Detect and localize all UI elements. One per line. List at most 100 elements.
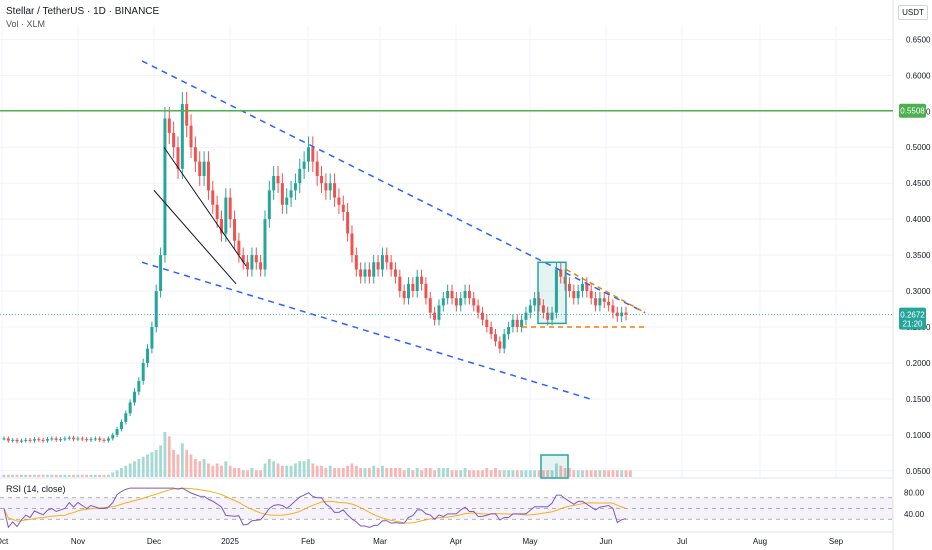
- y-tick-label: 0.4000: [906, 215, 931, 224]
- volume-bar: [211, 466, 214, 477]
- candle: [529, 305, 532, 312]
- volume-bar: [146, 455, 149, 478]
- candle: [585, 284, 588, 291]
- volume-bar: [107, 475, 110, 477]
- candle: [311, 147, 314, 161]
- candle: [342, 205, 345, 212]
- volume-bar: [333, 468, 336, 477]
- volume-bar: [94, 475, 97, 477]
- candle: [50, 438, 53, 439]
- volume-bar: [446, 468, 449, 477]
- candle: [307, 147, 310, 161]
- candle: [524, 313, 527, 320]
- volume-bar: [612, 470, 615, 477]
- volume-bar: [168, 437, 171, 478]
- highlight-box: [538, 262, 566, 323]
- candle: [285, 198, 288, 205]
- volume-bar: [50, 475, 53, 477]
- x-tick-label: Mar: [373, 537, 387, 546]
- volume-bar: [481, 470, 484, 477]
- x-tick-label: Jul: [677, 537, 687, 546]
- candle: [20, 441, 23, 442]
- volume-bar: [159, 446, 162, 478]
- volume-bar: [590, 470, 593, 477]
- candle: [298, 169, 301, 183]
- candle: [594, 298, 597, 305]
- y-tick-label: 0.4500: [906, 179, 931, 188]
- volume-bar: [377, 468, 380, 477]
- candle: [37, 439, 40, 440]
- candle: [7, 438, 10, 440]
- volume-bar: [237, 468, 240, 477]
- candle: [98, 438, 101, 439]
- candle: [33, 439, 36, 440]
- candle: [481, 313, 484, 320]
- candle: [203, 162, 206, 176]
- candle: [190, 126, 193, 148]
- candle: [590, 291, 593, 298]
- candle: [477, 305, 480, 312]
- candle: [85, 439, 88, 440]
- candle: [459, 298, 462, 305]
- volume-bar: [629, 470, 632, 477]
- candle: [211, 190, 214, 204]
- volume-bar: [538, 470, 541, 477]
- candle: [468, 291, 471, 298]
- y-tick-label: 0.3000: [906, 287, 931, 296]
- candle: [533, 298, 536, 305]
- volume-bar: [90, 475, 93, 477]
- volume-bar: [316, 466, 319, 477]
- candle: [294, 183, 297, 190]
- volume-bar: [155, 450, 158, 477]
- volume-bar: [455, 470, 458, 477]
- candle: [255, 255, 258, 262]
- candle: [111, 435, 114, 439]
- volume-bar: [516, 470, 519, 477]
- volume-bar: [359, 468, 362, 477]
- volume-bar: [242, 470, 245, 477]
- candle: [385, 255, 388, 262]
- candle: [485, 320, 488, 327]
- volume-bar: [46, 475, 49, 477]
- volume-bar: [494, 468, 497, 477]
- y-tick-label: 0.2000: [906, 359, 931, 368]
- candle: [129, 403, 132, 414]
- volume-bar: [529, 470, 532, 477]
- candle: [29, 440, 32, 441]
- candle: [233, 219, 236, 241]
- volume-bar: [451, 470, 454, 477]
- candle: [172, 133, 175, 147]
- candle: [416, 277, 419, 291]
- candle: [250, 255, 253, 269]
- volume-highlight-box: [541, 455, 568, 478]
- candle: [511, 320, 514, 327]
- volume-bar: [620, 470, 623, 477]
- price-tag-value: 0.2672: [900, 311, 925, 320]
- volume-bar: [507, 470, 510, 477]
- candle: [103, 440, 106, 441]
- candle: [390, 262, 393, 269]
- volume-bar: [364, 468, 367, 477]
- candle: [346, 212, 349, 234]
- volume-bar: [512, 470, 515, 477]
- volume-bar: [268, 459, 271, 477]
- volume-bar: [394, 468, 397, 477]
- volume-bar: [164, 432, 167, 477]
- volume-bar: [351, 464, 354, 478]
- candle: [268, 190, 271, 219]
- candle: [429, 298, 432, 312]
- candle: [472, 298, 475, 305]
- candle: [611, 305, 614, 312]
- candle: [381, 255, 384, 269]
- volume-bar: [124, 466, 127, 477]
- candle: [368, 269, 371, 276]
- volume-bar: [190, 455, 193, 478]
- price-tag-countdown: 21:20: [902, 320, 923, 329]
- volume-bar: [298, 461, 301, 477]
- candle: [42, 440, 45, 441]
- candle: [16, 440, 19, 441]
- volume-bar: [468, 470, 471, 477]
- volume-bar: [224, 461, 227, 477]
